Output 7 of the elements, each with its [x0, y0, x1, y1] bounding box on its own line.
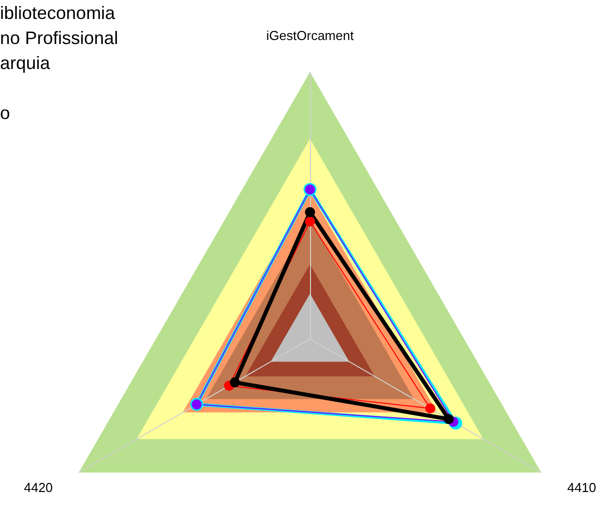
text: iblioteconomia	[0, 3, 116, 23]
spoke-label: 4420	[24, 480, 53, 495]
text: o	[0, 103, 10, 123]
text: no Profissional	[0, 28, 118, 48]
spoke-label: 4410	[567, 480, 596, 495]
text: arquia	[0, 53, 52, 73]
spoke-label: iGestOrcament	[266, 28, 354, 43]
